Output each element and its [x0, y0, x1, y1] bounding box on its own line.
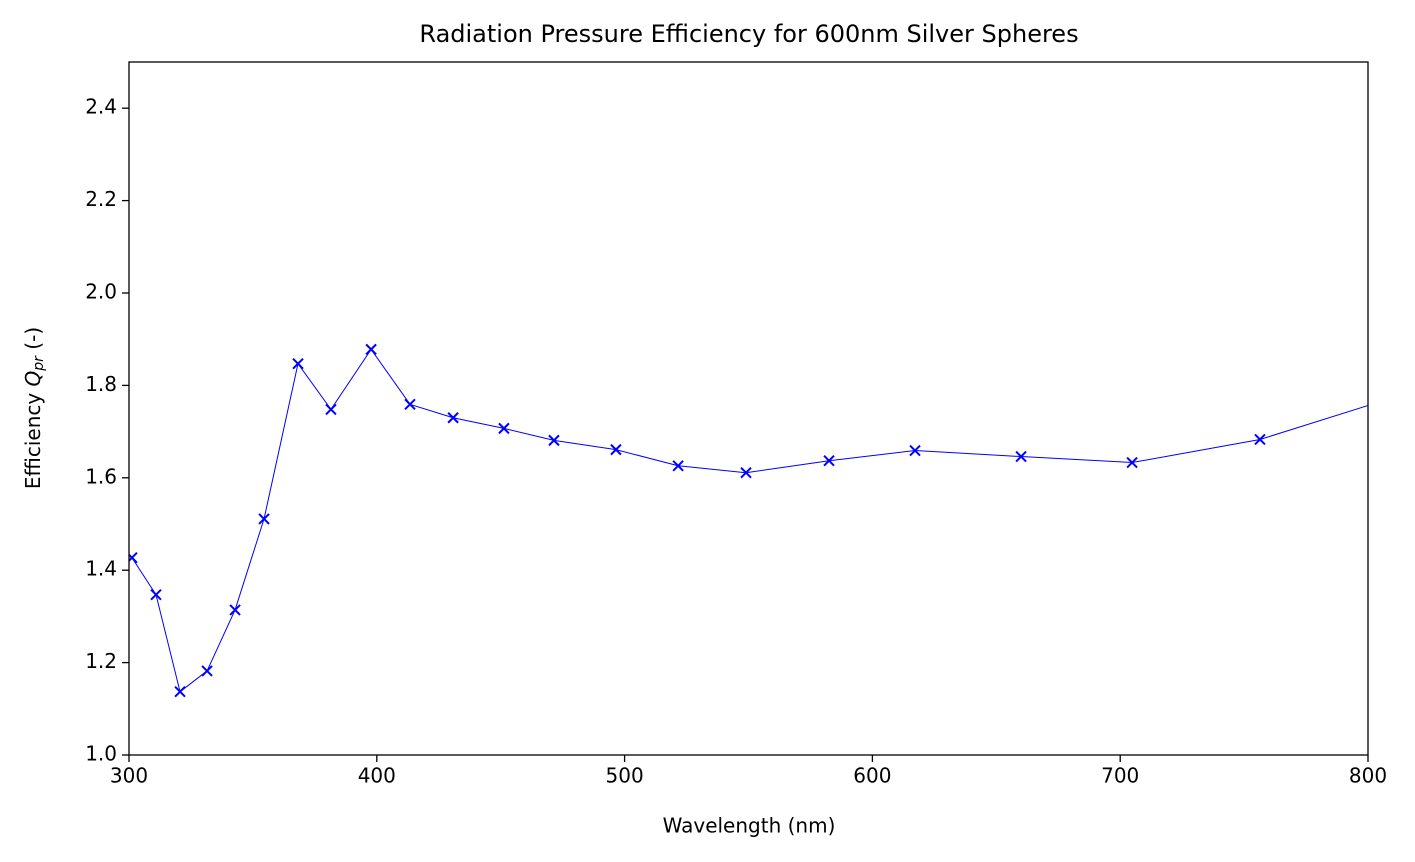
y-tick-label: 1.8 [85, 372, 117, 396]
y-label-text: Efficiency [21, 393, 45, 490]
data-point [365, 343, 377, 356]
plot-frame [128, 61, 1369, 756]
y-label-unit: (-) [21, 327, 45, 350]
data-point [325, 403, 337, 416]
x-tick-label: 300 [110, 764, 148, 788]
data-point [672, 460, 684, 472]
y-label-symbol: Q [21, 371, 45, 387]
y-tick-label: 2.4 [85, 95, 117, 119]
data-point [292, 357, 304, 370]
data-point [548, 434, 560, 447]
y-tick-label: 1.4 [85, 557, 117, 581]
x-tick-label: 700 [1101, 764, 1139, 788]
data-point [740, 467, 752, 479]
data-point [404, 398, 416, 411]
data-point [1126, 456, 1138, 469]
data-point [258, 513, 270, 525]
y-tick-label: 1.2 [85, 649, 117, 673]
data-line [131, 348, 1368, 693]
y-label-subscript: pr [31, 355, 47, 372]
data-point [909, 444, 921, 457]
data-point [174, 685, 186, 698]
x-tick-label: 800 [1349, 764, 1387, 788]
y-tick-label: 1.6 [85, 464, 117, 488]
data-point [1398, 390, 1408, 400]
chart-title: Radiation Pressure Efficiency for 600nm … [419, 20, 1078, 48]
data-point [129, 552, 138, 564]
data-point [610, 443, 622, 456]
y-tick-label: 2.2 [85, 187, 117, 211]
data-point [823, 454, 835, 467]
data-point [150, 588, 162, 601]
data-point [447, 412, 459, 424]
y-tick-label: 2.0 [85, 280, 117, 304]
data-point [229, 604, 241, 616]
data-point [498, 422, 510, 435]
y-tick-label: 1.0 [85, 742, 117, 766]
data-point [201, 665, 213, 677]
x-tick-label: 600 [853, 764, 891, 788]
x-tick-label: 500 [606, 764, 644, 788]
plot-area [129, 343, 1408, 698]
data-point [1015, 450, 1027, 463]
y-axis-label: Efficiency Qpr (-) [21, 327, 48, 489]
x-axis-label: Wavelength (nm) [663, 814, 836, 838]
data-point [1254, 433, 1266, 446]
x-tick-label: 400 [358, 764, 396, 788]
